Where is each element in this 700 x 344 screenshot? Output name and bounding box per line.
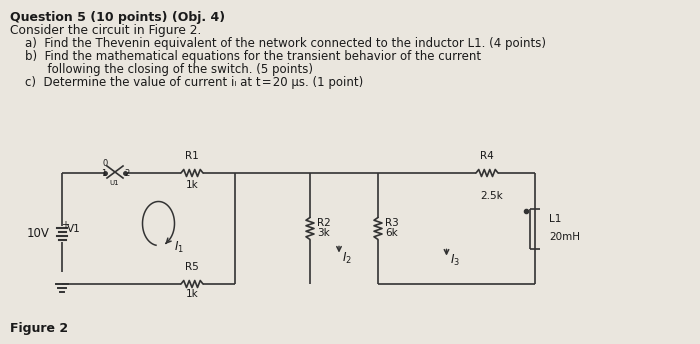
Text: 20mH: 20mH: [549, 232, 580, 241]
Text: Consider the circuit in Figure 2.: Consider the circuit in Figure 2.: [10, 24, 202, 37]
Text: U1: U1: [109, 180, 119, 186]
Text: 2.5k: 2.5k: [481, 191, 503, 201]
Text: 1k: 1k: [186, 180, 198, 190]
Text: 0: 0: [102, 159, 108, 168]
Text: $\mathit{I}_1$: $\mathit{I}_1$: [174, 240, 184, 255]
Text: 1k: 1k: [186, 289, 198, 299]
Text: R5: R5: [185, 262, 199, 272]
Text: Question 5 (10 points) (Obj. 4): Question 5 (10 points) (Obj. 4): [10, 11, 225, 24]
Text: $\mathit{I}_2$: $\mathit{I}_2$: [342, 251, 352, 266]
Text: +: +: [61, 219, 69, 229]
Text: b)  Find the mathematical equations for the transient behavior of the current: b) Find the mathematical equations for t…: [10, 50, 485, 63]
Text: 6k: 6k: [385, 228, 398, 238]
Text: a)  Find the Thevenin equivalent of the network connected to the inductor L1. (4: a) Find the Thevenin equivalent of the n…: [10, 37, 546, 50]
Text: R1: R1: [185, 151, 199, 161]
Text: 1: 1: [102, 170, 106, 179]
Text: 2: 2: [125, 170, 130, 179]
Text: Figure 2: Figure 2: [10, 322, 68, 335]
Text: R3: R3: [385, 218, 399, 228]
Text: following the closing of the switch. (5 points): following the closing of the switch. (5 …: [10, 63, 313, 76]
Text: $\mathit{I}_3$: $\mathit{I}_3$: [449, 253, 459, 268]
Text: R2: R2: [317, 218, 330, 228]
Text: c)  Determine the value of current iₗ at t = 20 μs. (1 point): c) Determine the value of current iₗ at …: [10, 76, 363, 89]
Text: 3k: 3k: [317, 228, 330, 238]
Text: V1: V1: [67, 225, 80, 235]
Text: 10V: 10V: [27, 227, 50, 240]
Text: R4: R4: [480, 151, 494, 161]
Text: L1: L1: [549, 214, 561, 224]
